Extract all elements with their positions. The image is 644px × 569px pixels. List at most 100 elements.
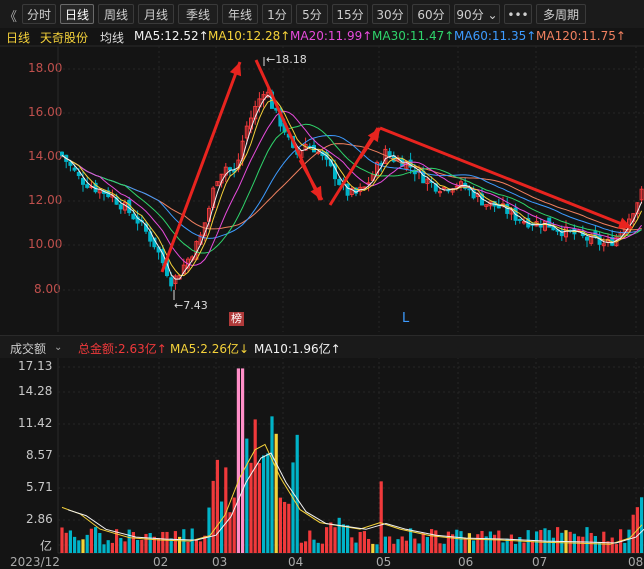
volume-bar — [383, 536, 387, 553]
date-tick: 08 — [628, 555, 644, 569]
toolbar-button-7[interactable]: 5分 — [296, 4, 328, 24]
low-price-label: ←7.43 — [174, 299, 208, 312]
volume-bar — [346, 525, 350, 553]
candle-body — [173, 275, 178, 284]
volume-bar — [245, 438, 249, 553]
candle-body — [72, 167, 77, 171]
volume-bar — [127, 529, 131, 553]
volume-bar — [131, 532, 135, 553]
volume-bar — [354, 542, 358, 553]
period-toolbar: 《 分时 日线 周线 月线 季线 年线 1分 5分 15分 30分 60分 90分 ⌄ ••• 多周期 — [0, 0, 644, 28]
candle-body — [215, 181, 220, 187]
toolbar-button-13[interactable]: 多周期 — [536, 4, 586, 24]
volume-bar — [316, 542, 320, 553]
candle-body — [484, 204, 489, 207]
volume-bar — [270, 416, 274, 553]
price-tick: 14.00 — [28, 149, 63, 163]
volume-header: 成交额 ⌄ 总金额:2.63亿↑ MA5:2.26亿↓ MA10:1.96亿↑ — [0, 335, 644, 358]
volume-bar — [585, 527, 589, 553]
volume-bar — [102, 544, 106, 553]
price-tick: 18.00 — [28, 61, 63, 75]
volume-bar — [199, 541, 203, 553]
price-tick: 8.00 — [34, 282, 61, 296]
date-tick: 05 — [376, 555, 392, 569]
volume-bar — [514, 543, 518, 553]
toolbar-button-3[interactable]: 月线 — [138, 4, 174, 24]
volume-bar — [253, 419, 257, 553]
ma10-value: MA10:12.28↑ — [208, 29, 291, 43]
toolbar-button-0[interactable]: 分时 — [22, 4, 56, 24]
candle-body — [517, 218, 522, 221]
volume-bar — [358, 532, 362, 553]
volume-bar — [581, 536, 585, 553]
bang-tag[interactable]: 榜 — [229, 312, 244, 326]
volume-bar — [467, 533, 471, 553]
date-tick: 02 — [153, 555, 169, 569]
price-tick: 16.00 — [28, 105, 63, 119]
volume-bar — [493, 534, 497, 553]
volume-bar — [539, 529, 543, 553]
toolbar-button-4[interactable]: 季线 — [178, 4, 218, 24]
volume-bar — [505, 538, 509, 553]
volume-bar — [241, 368, 245, 553]
volume-bar — [333, 527, 337, 553]
ma30-line — [61, 123, 642, 254]
volume-bar — [455, 529, 459, 553]
volume-bar — [627, 529, 631, 553]
toolbar-button-10[interactable]: 60分 — [412, 4, 450, 24]
high-price-label: ←18.18 — [266, 53, 307, 66]
volume-ma5-line — [61, 443, 643, 545]
volume-bar — [606, 541, 610, 553]
date-tick: 03 — [212, 555, 228, 569]
volume-bar — [551, 537, 555, 553]
volume-bar — [472, 540, 476, 553]
trend-arrow-down-1-head — [310, 185, 322, 200]
volume-bar — [278, 497, 282, 553]
trend-arrow-down-2 — [379, 126, 633, 230]
ma-label[interactable]: 均线 — [100, 31, 125, 45]
ma120-value: MA120:11.75↑ — [536, 29, 626, 43]
volume-ma5: MA5:2.26亿↓ — [170, 342, 250, 356]
candle-body — [639, 188, 644, 201]
candle-body — [551, 226, 556, 231]
back-icon[interactable]: 《 — [4, 10, 18, 25]
toolbar-button-9[interactable]: 30分 — [372, 4, 408, 24]
volume-bar — [266, 453, 270, 553]
volume-bar — [98, 533, 102, 553]
volume-bar — [165, 531, 169, 553]
toolbar-button-11[interactable]: 90分 ⌄ — [454, 4, 500, 24]
candle-body — [438, 191, 442, 194]
stock-name[interactable]: 天奇股份 — [40, 31, 89, 45]
toolbar-button-12[interactable]: ••• — [504, 4, 532, 24]
volume-bar — [488, 531, 492, 553]
volume-bar — [232, 497, 236, 553]
candle-body — [349, 188, 354, 196]
volume-bar — [442, 543, 446, 553]
candle-body — [601, 243, 606, 247]
toolbar-button-5[interactable]: 年线 — [222, 4, 258, 24]
candle-body — [412, 169, 417, 175]
ma30-value: MA30:11.47↑ — [372, 29, 455, 43]
volume-bar — [136, 540, 140, 553]
volume-bar — [518, 537, 522, 553]
trend-arrow-up-2-head — [367, 128, 380, 143]
toolbar-button-8[interactable]: 15分 — [332, 4, 368, 24]
trend-arrow-up-1 — [160, 61, 242, 273]
l-tag[interactable]: L — [402, 311, 410, 326]
volume-bar — [110, 542, 114, 553]
chevron-down-icon[interactable]: ⌄ — [54, 342, 63, 353]
volume-indicator-label[interactable]: 成交额 — [10, 342, 47, 356]
toolbar-button-1[interactable]: 日线 — [60, 4, 94, 24]
ma5-value: MA5:12.52↑ — [134, 29, 209, 43]
volume-bar — [501, 542, 505, 553]
volume-bar — [623, 542, 627, 553]
volume-bar — [392, 543, 396, 553]
toolbar-button-6[interactable]: 1分 — [262, 4, 292, 24]
trend-arrow-up-1-head — [229, 62, 242, 77]
volume-bar — [476, 534, 480, 553]
volume-bar — [283, 501, 287, 553]
toolbar-button-2[interactable]: 周线 — [98, 4, 134, 24]
candle-body — [345, 183, 350, 196]
candle-body — [169, 277, 174, 287]
